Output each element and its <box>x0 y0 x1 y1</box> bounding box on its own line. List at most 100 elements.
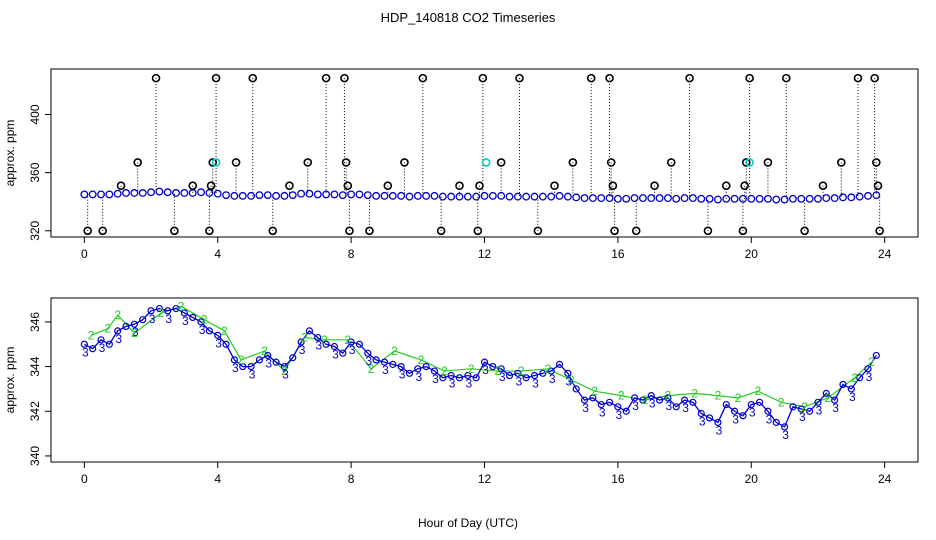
cyan-point <box>211 158 221 167</box>
data-point <box>247 191 256 200</box>
x-tick-label: 8 <box>348 247 355 261</box>
data-point <box>372 191 381 200</box>
flag-3-marker: 3 <box>432 372 439 386</box>
data-point <box>238 191 247 200</box>
outlier-point <box>475 181 484 191</box>
flag-3-marker: 3 <box>449 377 456 391</box>
data-point <box>839 193 847 202</box>
series-2-line <box>90 305 872 408</box>
y-axis-label: approx. ppm <box>3 347 17 414</box>
outlier-point <box>248 73 258 83</box>
data-point <box>422 191 431 200</box>
data-point <box>605 398 614 406</box>
x-tick-label: 12 <box>478 472 492 486</box>
data-point <box>247 363 255 371</box>
data-point <box>689 398 697 406</box>
outlier-point <box>340 73 349 83</box>
data-point <box>330 342 339 351</box>
flag-3-marker: 3 <box>816 403 823 417</box>
flag-3-marker: 3 <box>832 401 839 415</box>
data-point <box>355 340 364 348</box>
data-point <box>497 191 506 200</box>
flag-3-marker: 3 <box>632 399 639 413</box>
outlier-point <box>870 73 879 83</box>
outlier-point <box>473 226 483 236</box>
data-point <box>538 192 547 201</box>
data-point <box>864 191 872 200</box>
data-point <box>830 194 839 203</box>
data-point <box>680 194 689 203</box>
data-point <box>413 191 422 200</box>
data-point <box>138 189 147 197</box>
data-point <box>572 385 580 393</box>
flag-2-marker: 2 <box>88 328 95 342</box>
data-point <box>722 194 731 203</box>
data-point <box>655 194 664 203</box>
data-point <box>872 191 881 200</box>
data-point <box>480 191 489 200</box>
data-point <box>822 389 830 397</box>
outlier-point <box>496 158 506 167</box>
outlier-point <box>685 73 694 83</box>
data-point <box>639 396 647 404</box>
data-point <box>764 407 772 415</box>
flag-2-marker: 2 <box>201 313 208 327</box>
flag-3-marker: 3 <box>315 339 322 353</box>
data-point <box>139 316 147 324</box>
data-point <box>797 405 805 413</box>
data-point <box>805 194 814 203</box>
data-point <box>738 194 747 203</box>
outlier-point <box>133 158 142 167</box>
data-point <box>672 403 680 411</box>
data-point <box>455 192 464 201</box>
data-point <box>755 194 764 203</box>
flag-2-marker: 2 <box>418 353 425 367</box>
y-tick-label: 344 <box>28 356 42 376</box>
data-point <box>430 191 439 200</box>
outlier-point <box>631 226 641 236</box>
data-point <box>172 304 180 313</box>
data-point <box>130 320 138 328</box>
data-point <box>230 191 239 200</box>
outlier-point <box>873 181 883 191</box>
data-point <box>730 194 739 203</box>
flag-2-marker: 2 <box>518 364 525 378</box>
data-point <box>797 194 806 203</box>
flag-2-marker: 2 <box>801 400 808 414</box>
data-point <box>547 367 555 375</box>
flag-3-marker: 3 <box>766 412 773 426</box>
data-point <box>464 371 472 380</box>
x-tick-label: 12 <box>478 247 492 261</box>
data-point <box>522 374 530 382</box>
data-point <box>864 365 872 373</box>
outlier-point <box>666 158 676 167</box>
flag-3-marker: 3 <box>599 406 606 420</box>
outlier-point <box>455 181 464 191</box>
outlier-point <box>341 158 351 167</box>
data-point <box>80 190 89 199</box>
data-point <box>822 194 831 203</box>
data-point <box>405 192 414 201</box>
data-point <box>563 192 572 201</box>
data-point <box>147 307 155 315</box>
flag-2-marker: 2 <box>131 326 138 340</box>
data-point <box>814 194 822 203</box>
flag-2-marker: 2 <box>641 393 648 407</box>
flag-3-marker: 3 <box>649 397 656 411</box>
flag-3-marker: 3 <box>699 414 706 428</box>
flag-2-marker: 2 <box>778 395 785 409</box>
data-point <box>114 327 122 335</box>
data-point <box>647 194 656 203</box>
data-point <box>705 194 714 203</box>
outlier-point <box>875 226 884 236</box>
flag-2-marker: 2 <box>665 389 672 403</box>
outlier-point <box>151 73 161 83</box>
data-point <box>339 349 347 357</box>
data-point <box>255 191 264 200</box>
data-point <box>405 369 414 377</box>
data-point <box>781 423 789 431</box>
outlier-point <box>745 73 754 83</box>
data-point <box>638 194 647 203</box>
data-point <box>364 349 372 357</box>
